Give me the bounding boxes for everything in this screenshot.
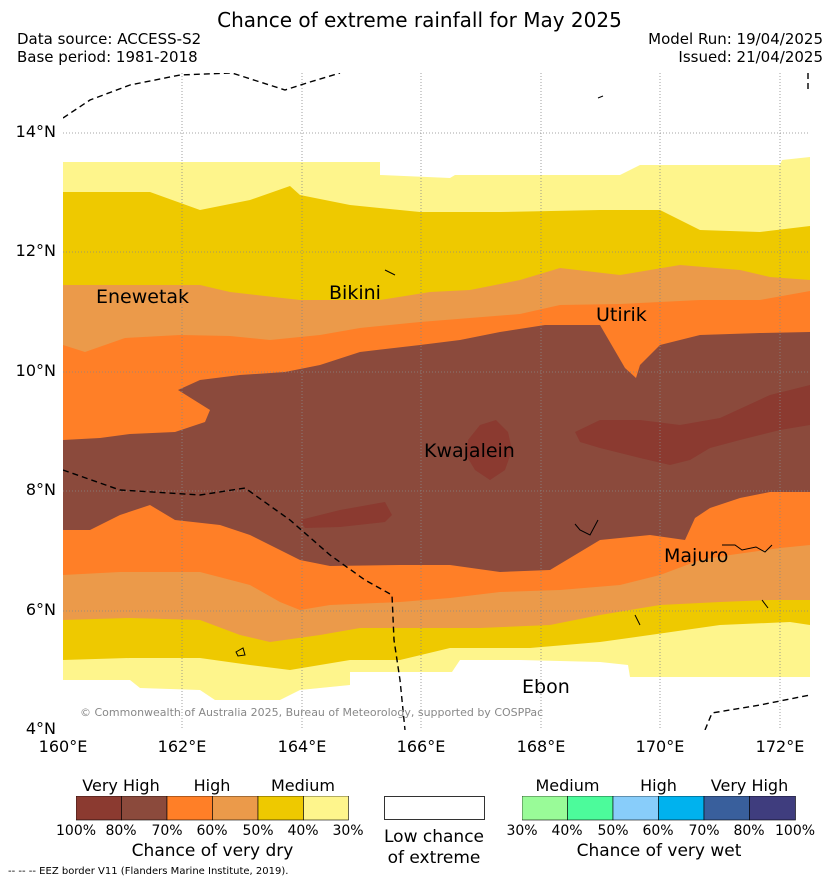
dry-tick: 80% <box>105 823 137 839</box>
lat-tick: 12°N <box>15 241 56 260</box>
dry-swatch-70-60 <box>166 796 213 821</box>
header-right: Model Run: 19/04/2025 Issued: 21/04/2025 <box>648 30 823 66</box>
lon-tick: 172°E <box>755 737 805 756</box>
issued-text: Issued: 21/04/2025 <box>678 48 823 66</box>
lon-tick: 168°E <box>516 737 566 756</box>
dry-swatch-100-80 <box>76 796 122 821</box>
low-chance-line1: Low chance <box>384 827 484 847</box>
patch-dry-100-80-kwajalein <box>466 420 512 480</box>
dry-tick: 100% <box>56 823 97 839</box>
place-label-kwajalein: Kwajalein <box>424 440 515 462</box>
lat-tick: 10°N <box>15 361 56 380</box>
wet-swatch-60-70 <box>658 796 705 821</box>
wet-tick: 80% <box>733 823 765 839</box>
dry-tick: 60% <box>196 823 228 839</box>
wet-tick: 40% <box>551 823 583 839</box>
island-outlines <box>235 95 773 657</box>
dry-tick: 50% <box>242 823 274 839</box>
dry-colorbar <box>76 796 349 821</box>
eez-footnote: -- -- -- EEZ border V11 (Flanders Marine… <box>8 866 289 877</box>
wet-level-medium: Medium <box>535 776 600 795</box>
patch-dry-100-80-south <box>300 502 392 528</box>
lon-tick: 170°E <box>635 737 685 756</box>
dry-swatch-80-70 <box>121 796 168 821</box>
lat-tick: 14°N <box>15 122 56 141</box>
header-left: Data source: ACCESS-S2 Base period: 1981… <box>17 30 201 66</box>
dry-swatch-50-40 <box>257 796 304 821</box>
place-label-ebon: Ebon <box>522 676 570 698</box>
wet-colorbar <box>522 796 796 821</box>
wet-tick: 100% <box>775 823 816 839</box>
lon-tick: 162°E <box>157 737 207 756</box>
low-chance-label: Low chance of extreme <box>370 827 498 869</box>
lat-tick: 6°N <box>25 600 56 619</box>
wet-swatch-70-80 <box>703 796 750 821</box>
dry-level-very-high: Very High <box>82 776 160 795</box>
lat-tick: 4°N <box>25 719 56 738</box>
wet-level-high: High <box>640 776 677 795</box>
model-run-text: Model Run: 19/04/2025 <box>648 30 823 48</box>
place-label-utirik: Utirik <box>596 304 647 326</box>
eez-border-lines <box>63 73 810 730</box>
wet-tick: 50% <box>597 823 629 839</box>
dry-tick: 40% <box>287 823 319 839</box>
base-period-text: Base period: 1981-2018 <box>17 48 198 66</box>
lon-tick: 164°E <box>277 737 327 756</box>
wet-swatch-30-40 <box>522 796 568 821</box>
wet-swatch-50-60 <box>612 796 659 821</box>
dry-swatch-60-50 <box>212 796 259 821</box>
wet-tick: 30% <box>506 823 538 839</box>
copyright-text: © Commonwealth of Australia 2025, Bureau… <box>80 706 544 719</box>
wet-level-very-high: Very High <box>710 776 789 795</box>
dry-swatch-40-30 <box>303 796 349 821</box>
map-title: Chance of extreme rainfall for May 2025 <box>217 8 622 32</box>
patch-dry-100-80-east <box>575 385 810 465</box>
dry-level-medium: Medium <box>271 776 335 795</box>
dry-tick: 30% <box>332 823 364 839</box>
place-label-bikini: Bikini <box>329 282 381 304</box>
dry-legend-label: Chance of very dry <box>131 841 294 861</box>
wet-swatch-40-50 <box>567 796 614 821</box>
band-dry-80-70 <box>63 325 810 572</box>
low-chance-line2: of extreme <box>387 848 481 868</box>
place-label-enewetak: Enewetak <box>96 286 190 308</box>
wet-swatch-80-100 <box>749 796 796 821</box>
lon-tick: 160°E <box>38 737 88 756</box>
low-chance-swatch <box>384 796 485 820</box>
lat-tick: 8°N <box>25 480 56 499</box>
wet-legend-label: Chance of very wet <box>576 841 742 861</box>
place-label-majuro: Majuro <box>664 545 729 567</box>
dry-tick: 70% <box>151 823 183 839</box>
wet-tick: 70% <box>688 823 720 839</box>
lon-tick: 166°E <box>396 737 446 756</box>
dry-level-high: High <box>193 776 231 795</box>
data-source-text: Data source: ACCESS-S2 <box>17 30 202 48</box>
wet-tick: 60% <box>642 823 674 839</box>
